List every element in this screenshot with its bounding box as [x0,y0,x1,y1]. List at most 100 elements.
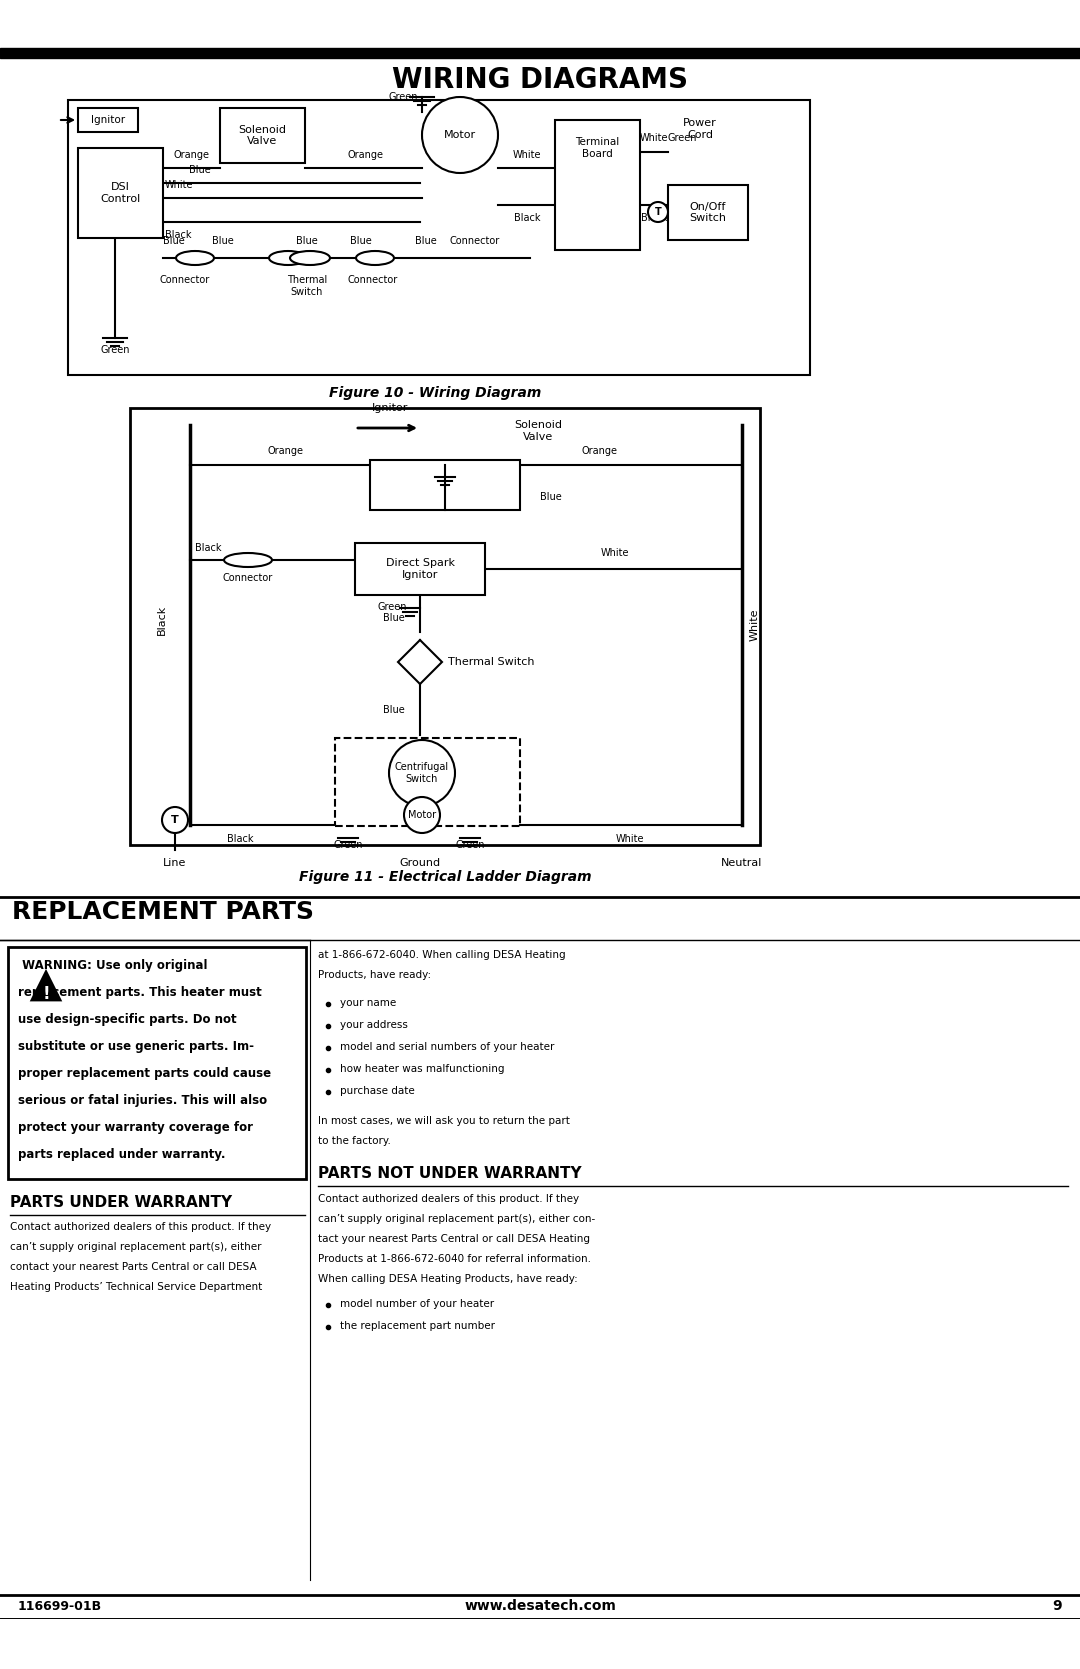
Text: 116699-01B: 116699-01B [18,1599,103,1612]
Ellipse shape [176,250,214,265]
Text: serious or fatal injuries. This will also: serious or fatal injuries. This will als… [18,1093,267,1107]
Text: Connector: Connector [160,275,211,285]
Text: Centrifugal
Switch: Centrifugal Switch [395,763,449,784]
Text: Blue: Blue [415,235,436,245]
Text: Orange: Orange [347,150,383,160]
Bar [78,149,163,239]
Text: Green: Green [669,134,698,144]
Text: Line: Line [163,858,187,868]
Ellipse shape [291,250,330,265]
Text: the replacement part number: the replacement part number [340,1320,495,1330]
Polygon shape [399,639,442,684]
Text: Figure 10 - Wiring Diagram: Figure 10 - Wiring Diagram [328,386,541,401]
Text: Orange: Orange [267,446,303,456]
Text: Ignitor: Ignitor [91,115,125,125]
Text: Green: Green [378,603,407,613]
Circle shape [389,739,455,806]
Text: In most cases, we will ask you to return the part: In most cases, we will ask you to return… [318,1117,570,1127]
Text: Blue: Blue [189,165,211,175]
Bar [335,738,519,826]
Text: Connector: Connector [450,235,500,245]
Text: !: ! [42,985,50,1003]
Text: your address: your address [340,1020,408,1030]
Text: contact your nearest Parts Central or call DESA: contact your nearest Parts Central or ca… [10,1262,257,1272]
Text: Black: Black [514,214,540,224]
Text: how heater was malfunctioning: how heater was malfunctioning [340,1065,504,1073]
Circle shape [422,97,498,174]
Bar [130,407,760,845]
Text: Blue: Blue [350,235,372,245]
Text: Power
Cord: Power Cord [684,118,717,140]
Text: Connector: Connector [222,572,273,582]
Text: Products, have ready:: Products, have ready: [318,970,431,980]
Text: T: T [171,814,179,824]
Ellipse shape [224,552,272,567]
Text: Black: Black [227,834,253,845]
Text: PARTS UNDER WARRANTY: PARTS UNDER WARRANTY [10,1195,232,1210]
Text: PARTS NOT UNDER WARRANTY: PARTS NOT UNDER WARRANTY [318,1167,582,1182]
Ellipse shape [269,250,307,265]
Polygon shape [32,971,60,1000]
Bar [78,108,138,132]
Text: Thermal
Switch: Thermal Switch [287,275,327,297]
Text: White: White [750,609,760,641]
Text: Terminal
Board: Terminal Board [576,137,620,159]
Text: can’t supply original replacement part(s), either con-: can’t supply original replacement part(s… [318,1213,595,1223]
Circle shape [162,808,188,833]
Text: use design-specific parts. Do not: use design-specific parts. Do not [18,1013,237,1026]
Bar [669,185,748,240]
Text: Heating Products’ Technical Service Department: Heating Products’ Technical Service Depa… [10,1282,262,1292]
Text: can’t supply original replacement part(s), either: can’t supply original replacement part(s… [10,1242,261,1252]
Text: Connector: Connector [348,275,399,285]
Text: your name: your name [340,998,396,1008]
Text: Neutral: Neutral [721,858,762,868]
Text: Green: Green [456,840,485,850]
Text: Black: Black [669,214,694,224]
Text: Blue: Blue [383,704,405,714]
Text: model and serial numbers of your heater: model and serial numbers of your heater [340,1041,554,1051]
Text: Solenoid
Valve: Solenoid Valve [239,125,286,147]
Text: Contact authorized dealers of this product. If they: Contact authorized dealers of this produ… [318,1193,579,1203]
Text: Contact authorized dealers of this product. If they: Contact authorized dealers of this produ… [10,1222,271,1232]
Text: substitute or use generic parts. Im-: substitute or use generic parts. Im- [18,1040,254,1053]
Text: Direct Spark
Ignitor: Direct Spark Ignitor [386,557,455,579]
Text: Green: Green [389,92,418,102]
Text: White: White [165,180,193,190]
Text: Orange: Orange [174,150,210,160]
Text: Blue: Blue [540,492,562,502]
Bar [355,542,485,596]
Text: Motor: Motor [444,130,476,140]
Text: On/Off
Switch: On/Off Switch [689,202,727,224]
Text: DSI
Control: DSI Control [100,182,140,204]
Text: www.desatech.com: www.desatech.com [464,1599,616,1612]
Text: Black: Black [165,230,191,240]
Text: model number of your heater: model number of your heater [340,1298,495,1308]
Circle shape [648,202,669,222]
Circle shape [404,798,440,833]
Bar [8,946,306,1178]
Text: Green: Green [430,466,460,476]
Text: White: White [639,134,669,144]
Text: White: White [616,834,645,845]
Text: parts replaced under warranty.: parts replaced under warranty. [18,1148,226,1162]
Text: When calling DESA Heating Products, have ready:: When calling DESA Heating Products, have… [318,1273,578,1283]
Text: Blue: Blue [383,613,405,623]
Text: Blue: Blue [163,235,185,245]
Text: purchase date: purchase date [340,1087,415,1097]
Text: Solenoid
Valve: Solenoid Valve [514,421,562,442]
Text: T: T [654,207,661,217]
Text: Black: Black [640,214,667,224]
Text: White: White [600,547,630,557]
Text: replacement parts. This heater must: replacement parts. This heater must [18,986,261,1000]
Text: Orange: Orange [582,446,618,456]
Text: Ignitor: Ignitor [372,402,408,412]
Text: Thermal Switch: Thermal Switch [448,658,535,668]
Bar [0,48,1080,58]
Text: Figure 11 - Electrical Ladder Diagram: Figure 11 - Electrical Ladder Diagram [299,870,592,885]
Text: Products at 1-866-672-6040 for referral information.: Products at 1-866-672-6040 for referral … [318,1253,591,1263]
Text: WIRING DIAGRAMS: WIRING DIAGRAMS [392,67,688,93]
Text: 9: 9 [1052,1599,1062,1612]
Text: tact your nearest Parts Central or call DESA Heating: tact your nearest Parts Central or call … [318,1233,590,1243]
Text: Ground: Ground [400,858,441,868]
Text: Blue: Blue [212,235,233,245]
